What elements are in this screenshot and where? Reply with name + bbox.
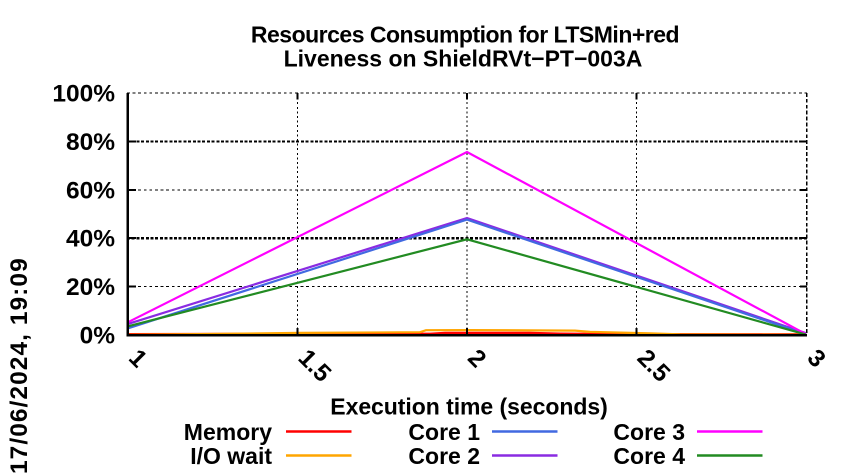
svg-text:Memory: Memory — [184, 419, 272, 445]
svg-text:20%: 20% — [66, 274, 115, 301]
svg-text:2.5: 2.5 — [632, 344, 675, 387]
svg-text:Core 3: Core 3 — [613, 419, 685, 445]
svg-text:17/06/2024, 19:09: 17/06/2024, 19:09 — [6, 257, 33, 474]
svg-text:Resources Consumption for LTSM: Resources Consumption for LTSMin+red — [251, 22, 679, 48]
svg-text:Execution time (seconds): Execution time (seconds) — [330, 394, 607, 420]
svg-text:Liveness on ShieldRVt−PT−003A: Liveness on ShieldRVt−PT−003A — [284, 46, 643, 72]
svg-text:I/O wait: I/O wait — [190, 443, 272, 469]
svg-text:80%: 80% — [66, 129, 115, 156]
svg-text:1: 1 — [123, 344, 152, 373]
svg-text:Core 1: Core 1 — [408, 419, 480, 445]
svg-text:0%: 0% — [80, 323, 116, 350]
svg-text:3: 3 — [802, 344, 831, 373]
svg-text:60%: 60% — [66, 177, 115, 204]
svg-text:Core 2: Core 2 — [408, 443, 480, 469]
svg-text:100%: 100% — [52, 81, 115, 108]
svg-text:40%: 40% — [66, 226, 115, 253]
svg-text:Core 4: Core 4 — [613, 443, 685, 469]
svg-text:2: 2 — [462, 344, 491, 373]
svg-text:1.5: 1.5 — [293, 344, 336, 387]
